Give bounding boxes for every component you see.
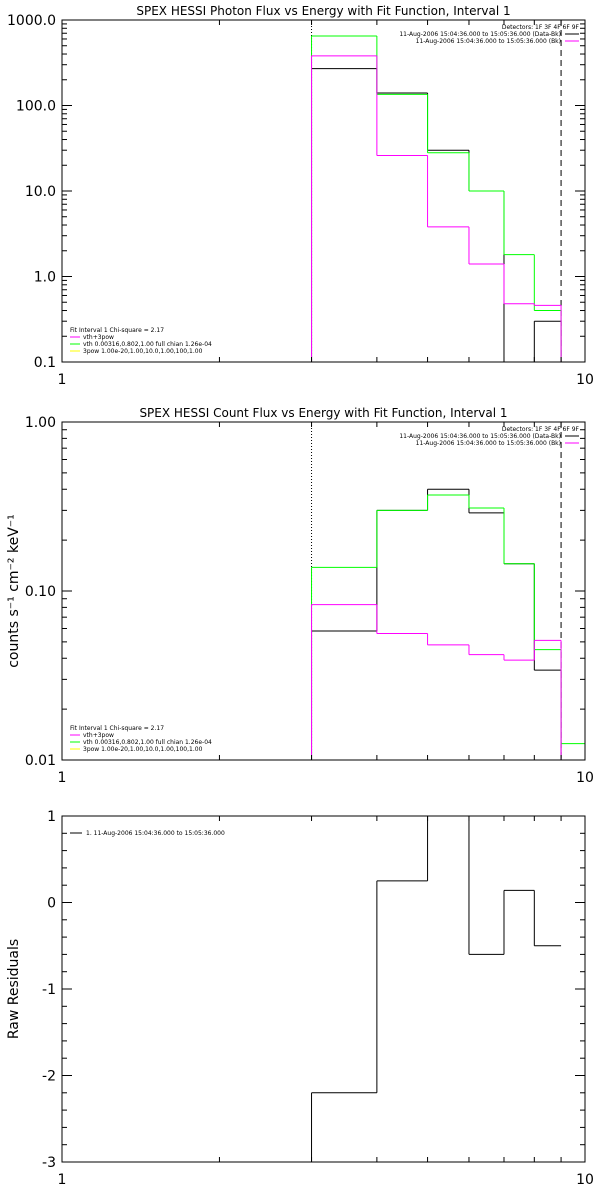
y-tick-label: 1000.0: [7, 13, 56, 29]
y-axis-label: counts s⁻¹ cm⁻² keV⁻¹: [6, 514, 22, 668]
series-0: [311, 816, 562, 1162]
legend-header: Detectors: 1F 3F 4F 6F 9F: [502, 24, 580, 31]
fit-legend-label: vth+3pow: [83, 732, 114, 739]
y-tick-label: 10.0: [25, 184, 56, 200]
fit-legend-label: 3pow 1.00e-20,1.00,10.0,1.00,100,1.00: [83, 348, 203, 355]
y-tick-label: 0.01: [25, 753, 56, 769]
legend-item-label: 11-Aug-2006 15:04:36.000 to 15:05:36.000…: [416, 38, 561, 45]
series-2: [311, 604, 562, 760]
panel-count: SPEX HESSI Count Flux vs Energy with Fit…: [6, 406, 594, 786]
legend-bottom: Fit Interval 1 Chi-square = 2.17vth+3pow…: [70, 725, 212, 753]
x-tick-label: 1: [58, 770, 67, 786]
legend-item-label: 11-Aug-2006 15:04:36.000 to 15:05:36.000…: [399, 433, 561, 440]
x-tick-label: 1: [58, 372, 67, 388]
x-tick-label: 10: [576, 770, 594, 786]
legend-item-label: 11-Aug-2006 15:04:36.000 to 15:05:36.000…: [399, 31, 561, 38]
chart-title: SPEX HESSI Photon Flux vs Energy with Fi…: [136, 4, 510, 18]
x-ticks: 1 10: [58, 422, 594, 786]
fit-legend-label: vth 0.00316,0.802,1.00 full chian 1.26e-…: [83, 739, 212, 746]
legend-bottom: Fit Interval 1 Chi-square = 2.17vth+3pow…: [70, 327, 212, 355]
y-tick-label: 100.0: [16, 99, 56, 115]
y-tick-label: -2: [42, 1069, 56, 1085]
chart-title: SPEX HESSI Count Flux vs Energy with Fit…: [139, 406, 507, 420]
y-ticks: -3 -2 -1 0 1: [42, 809, 585, 1171]
panel-residuals: Raw Residuals 1 10 -3 -2 -1 0 1 1. 11-Aug-2006 1…: [6, 809, 594, 1188]
y-tick-label: -1: [42, 982, 56, 998]
y-tick-label: 1: [47, 809, 56, 825]
panels: SPEX HESSI Photon Flux vs Energy with Fi…: [6, 4, 594, 1188]
series-2: [311, 55, 562, 362]
fit-legend-label: 3pow 1.00e-20,1.00,10.0,1.00,100,1.00: [83, 746, 203, 753]
fit-legend-header: Fit Interval 1 Chi-square = 2.17: [70, 725, 164, 732]
fit-legend-label: vth+3pow: [83, 334, 114, 341]
x-tick-label: 10: [576, 1172, 594, 1188]
y-tick-label: 0: [47, 896, 56, 912]
x-ticks: 1 10: [58, 20, 594, 388]
panel-photon: SPEX HESSI Photon Flux vs Energy with Fi…: [7, 4, 594, 388]
legend-top: 1. 11-Aug-2006 15:04:36.000 to 15:05:36.…: [70, 830, 225, 837]
y-tick-label: 0.1: [34, 355, 56, 371]
x-tick-label: 10: [576, 372, 594, 388]
legend-item-label: 1. 11-Aug-2006 15:04:36.000 to 15:05:36.…: [86, 830, 225, 837]
y-tick-label: -3: [42, 1155, 56, 1171]
x-ticks: 1 10: [58, 816, 594, 1188]
y-axis-label: Raw Residuals: [6, 939, 22, 1039]
legend-item-label: 11-Aug-2006 15:04:36.000 to 15:05:36.000…: [416, 440, 561, 447]
y-tick-label: 0.10: [25, 584, 56, 600]
y-tick-label: 1.0: [34, 270, 56, 286]
data-series: [311, 35, 585, 362]
legend-header: Detectors: 1F 3F 4F 6F 9F: [502, 426, 580, 433]
fit-legend-label: vth 0.00316,0.802,1.00 full chian 1.26e-…: [83, 341, 212, 348]
data-series: [311, 488, 585, 760]
fit-legend-header: Fit Interval 1 Chi-square = 2.17: [70, 327, 164, 334]
data-series: [311, 816, 562, 1162]
y-ticks: 0.1 1.0 10.0 100.0 1000.0: [7, 13, 585, 371]
x-tick-label: 1: [58, 1172, 67, 1188]
y-tick-label: 1.00: [25, 415, 56, 431]
y-ticks: 0.01 0.10 1.00: [25, 415, 585, 769]
